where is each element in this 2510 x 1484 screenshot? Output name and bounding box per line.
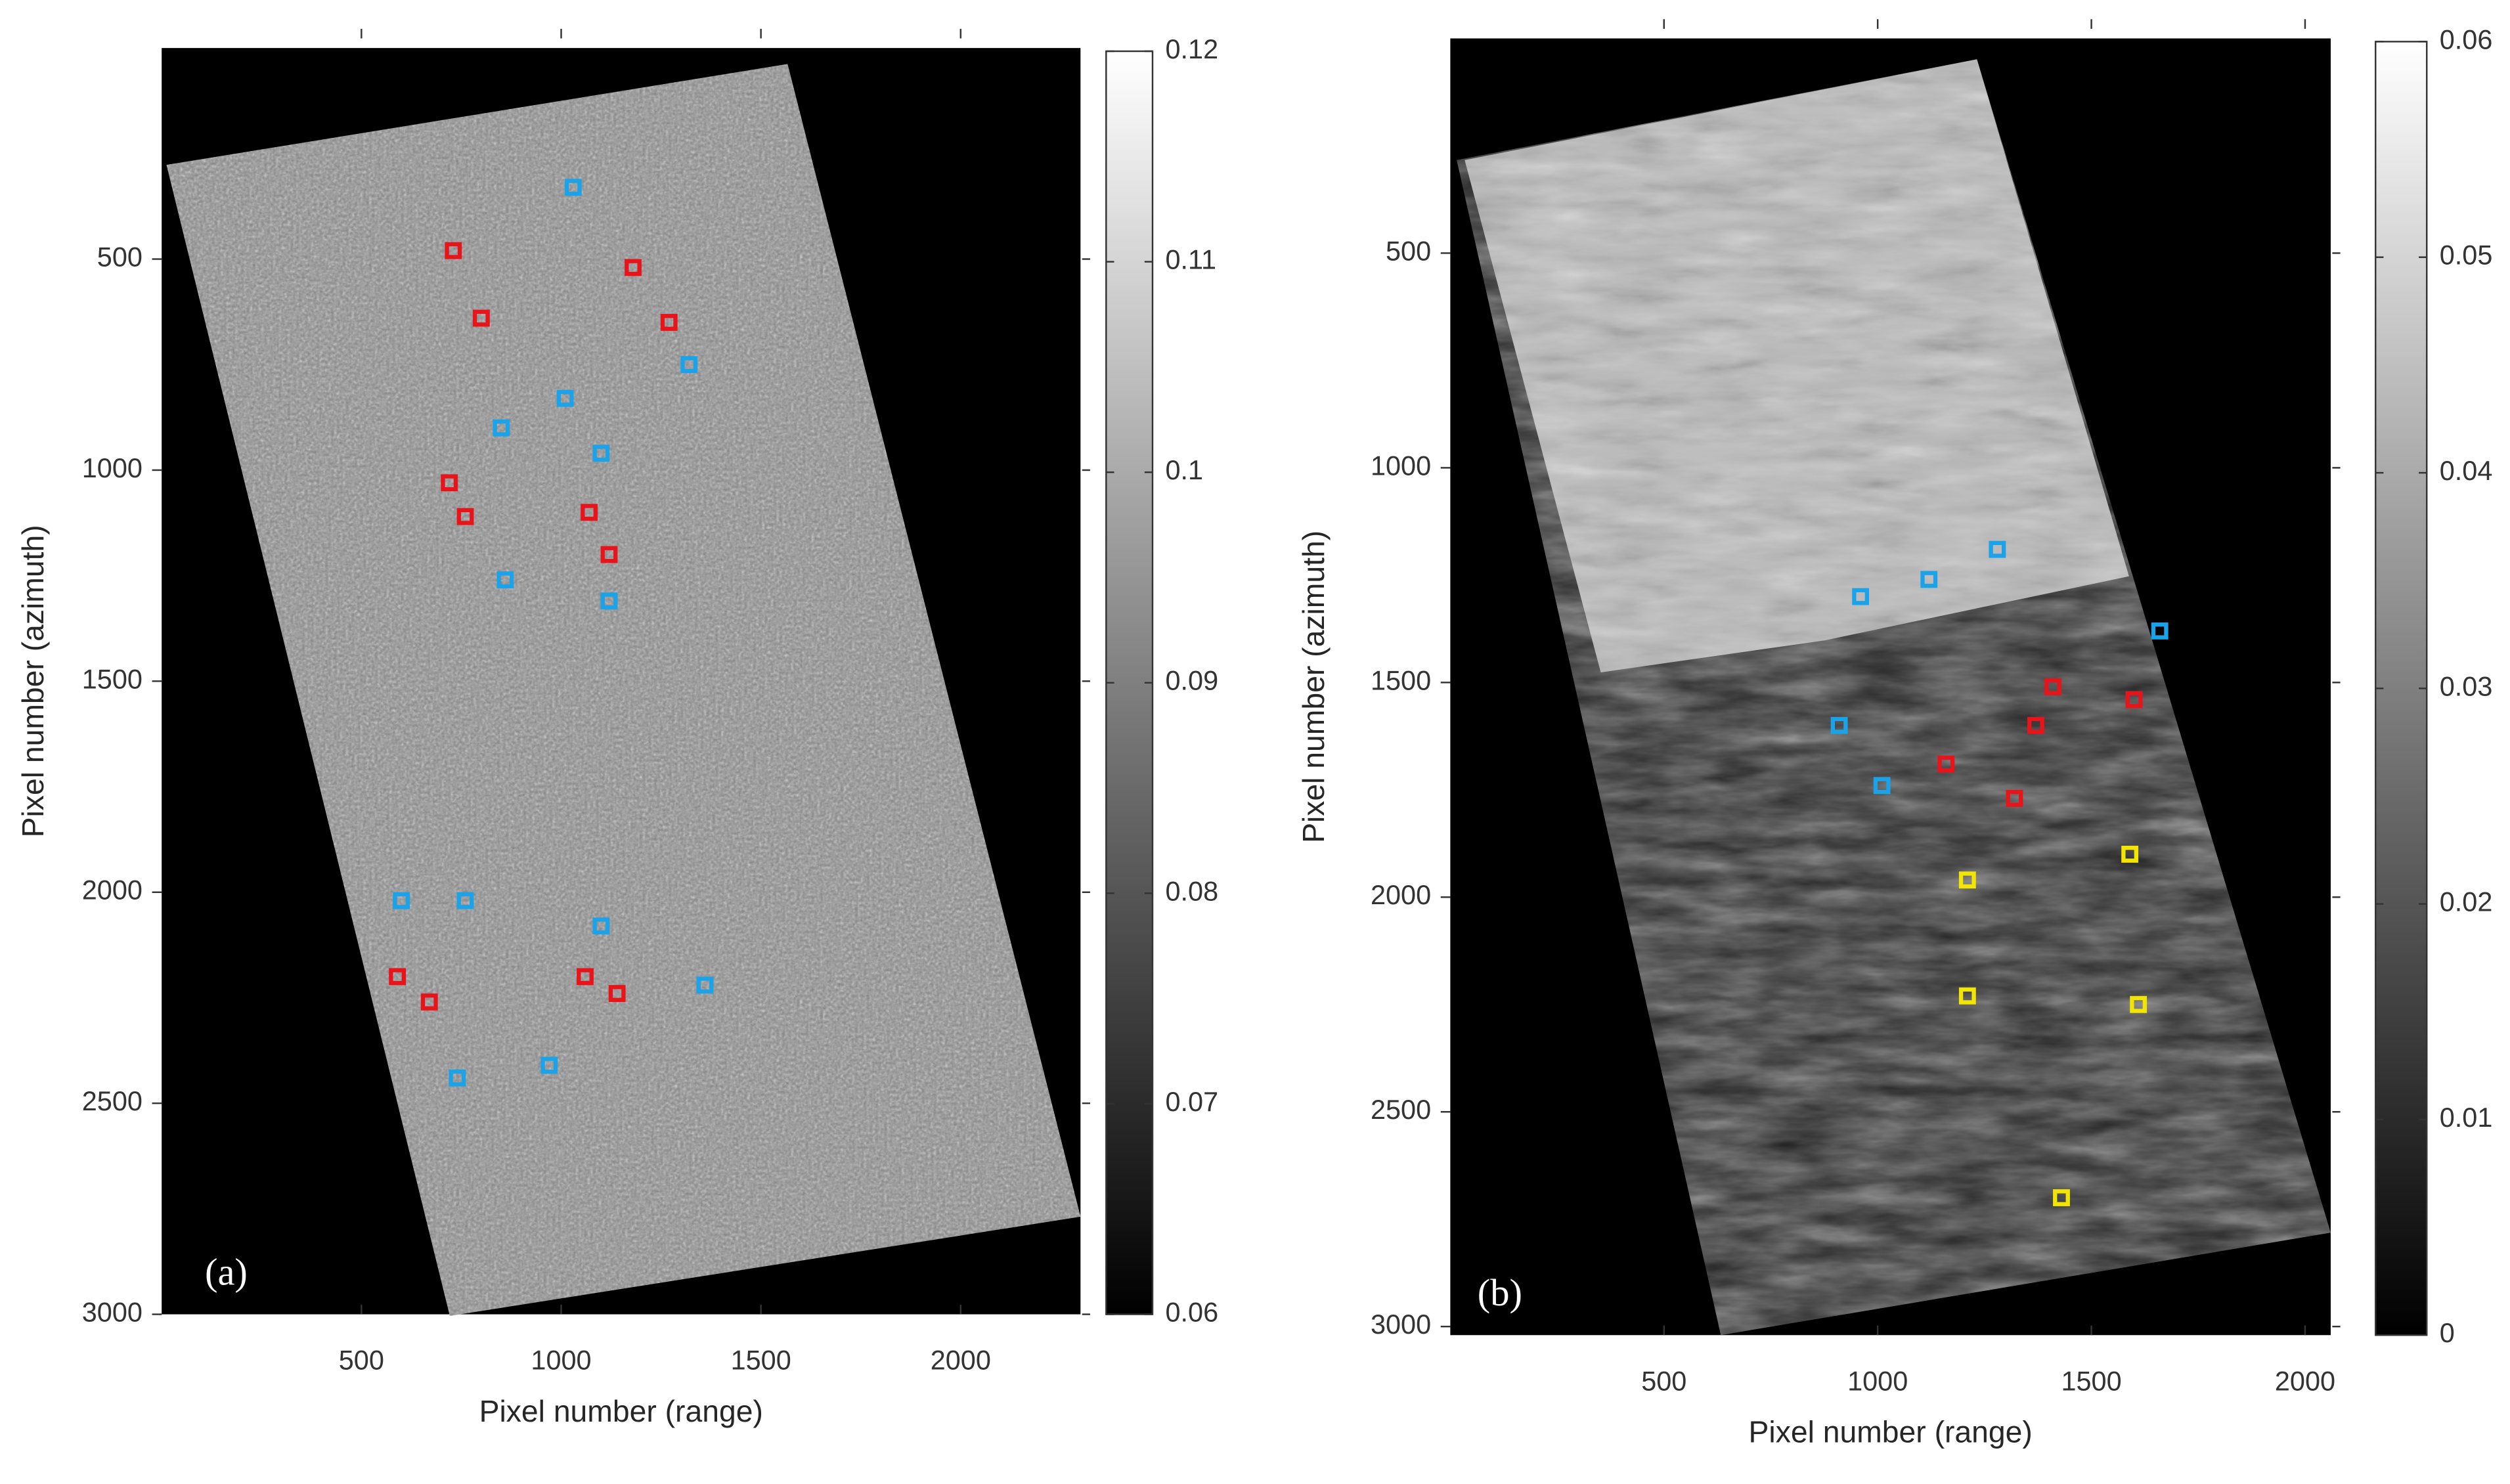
marker [393, 892, 410, 909]
marker [1958, 871, 1976, 889]
colorbar-tick-label: 0.12 [1166, 33, 1219, 64]
y-tick-label: 500 [1386, 235, 1431, 266]
marker [592, 445, 610, 462]
y-tick-label: 500 [97, 241, 143, 272]
y-tick-label: 1500 [82, 663, 143, 694]
y-tick-label: 2000 [82, 875, 143, 906]
y-tick-label: 1000 [1371, 450, 1431, 481]
marker [2053, 1189, 2070, 1206]
marker [2027, 716, 2044, 734]
x-tick-label: 2000 [931, 1345, 991, 1376]
marker [2151, 622, 2169, 640]
marker [493, 419, 510, 437]
marker [472, 309, 490, 327]
marker [389, 968, 407, 986]
marker [600, 592, 618, 610]
marker [680, 356, 698, 374]
y-tick-label: 3000 [82, 1297, 143, 1328]
marker [1920, 571, 1938, 588]
y-tick-label: 1500 [1371, 665, 1431, 695]
colorbar-tick-label: 0.08 [1166, 875, 1219, 906]
x-tick-label: 500 [1641, 1365, 1686, 1396]
marker [556, 389, 574, 407]
colorbar-tick-label: 0 [2440, 1317, 2455, 1348]
sar-texture [1457, 59, 2331, 1336]
colorbar-tick-label: 0.06 [2440, 24, 2493, 55]
marker [456, 508, 474, 525]
marker [577, 968, 594, 986]
y-tick-label: 2500 [82, 1085, 143, 1116]
colorbar-tick-label: 0.06 [1166, 1297, 1219, 1328]
colorbar [2375, 41, 2428, 1336]
marker [592, 917, 610, 935]
marker [441, 474, 458, 492]
colorbar-tick-label: 0.11 [1166, 244, 1217, 275]
marker [1873, 777, 1891, 795]
marker [1989, 540, 2006, 558]
sar-texture [166, 64, 1081, 1317]
marker [2130, 995, 2147, 1013]
marker [1937, 755, 1955, 773]
x-axis-title: Pixel number (range) [1749, 1415, 2033, 1449]
marker [608, 985, 626, 1002]
colorbar-tick-label: 0.03 [2440, 670, 2493, 701]
marker [581, 504, 598, 521]
marker [2006, 789, 2023, 807]
x-tick-label: 1500 [731, 1345, 791, 1376]
panel-label: (b) [1478, 1271, 1522, 1314]
marker [445, 242, 462, 259]
x-tick-label: 2000 [2275, 1365, 2335, 1396]
colorbar-tick-label: 0.05 [2440, 240, 2493, 271]
marker [449, 1069, 466, 1087]
colorbar-tick-label: 0.02 [2440, 886, 2493, 917]
y-axis-title: Pixel number (azimuth) [16, 525, 50, 837]
x-tick-label: 500 [339, 1345, 384, 1376]
panel-label: (a) [205, 1250, 248, 1293]
y-tick-label: 1000 [82, 452, 143, 483]
x-tick-label: 1000 [1847, 1365, 1908, 1396]
marker [1830, 716, 1848, 734]
marker [1852, 588, 1870, 605]
marker [1958, 987, 1976, 1005]
marker [420, 993, 438, 1011]
y-tick-label: 3000 [1371, 1309, 1431, 1340]
marker [2044, 678, 2061, 695]
marker [456, 892, 474, 909]
x-axis-title: Pixel number (range) [479, 1394, 763, 1428]
colorbar-tick-label: 0.04 [2440, 455, 2493, 486]
x-tick-label: 1000 [531, 1345, 591, 1376]
colorbar-tick-label: 0.1 [1166, 454, 1204, 485]
marker [496, 571, 514, 589]
marker [600, 546, 618, 563]
marker [660, 314, 678, 331]
marker [2125, 691, 2143, 709]
x-tick-label: 1500 [2061, 1365, 2121, 1396]
marker [540, 1057, 558, 1074]
y-tick-label: 2000 [1371, 879, 1431, 910]
y-tick-label: 2500 [1371, 1094, 1431, 1125]
colorbar-tick-label: 0.09 [1166, 665, 1219, 696]
marker [564, 179, 582, 196]
marker [2121, 845, 2139, 863]
y-axis-title: Pixel number (azimuth) [1296, 531, 1331, 843]
marker [696, 976, 714, 994]
colorbar-tick-label: 0.01 [2440, 1102, 2493, 1133]
marker [625, 259, 642, 276]
colorbar-tick-label: 0.07 [1166, 1086, 1219, 1117]
panels: 500 1000 1500 2000 500 1000 1500 2000 2500 3000 Pi… [16, 19, 2493, 1449]
